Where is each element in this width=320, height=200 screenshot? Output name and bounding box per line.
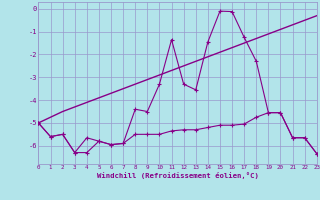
X-axis label: Windchill (Refroidissement éolien,°C): Windchill (Refroidissement éolien,°C) bbox=[97, 172, 259, 179]
